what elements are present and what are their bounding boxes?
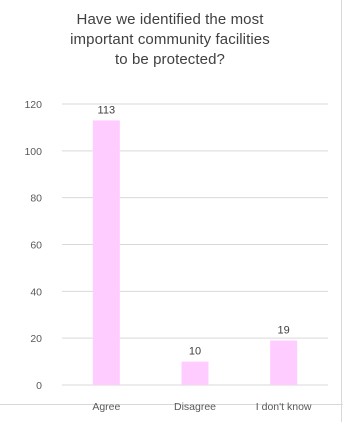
x-axis-tick-labels: Agree Disagree I don't know (92, 401, 312, 413)
bar-agree (92, 120, 120, 386)
bars (92, 120, 298, 386)
x-tick-label-agree: Agree (92, 401, 120, 413)
frame-border-right (341, 0, 342, 422)
bar-disagree (181, 361, 209, 385)
data-label-disagree: 10 (189, 346, 201, 358)
y-axis-tick-labels: 0 20 40 60 80 100 120 (24, 99, 42, 392)
x-tick-label-i-don-t-know: I don't know (256, 401, 312, 413)
data-label-agree: 113 (98, 104, 116, 116)
frame-border-bottom (0, 404, 343, 405)
chart-title-line-1: Have we identified the most (76, 11, 264, 28)
y-tick-label-0: 0 (36, 380, 42, 392)
bar-i-don-t-know (270, 340, 298, 385)
data-label-i-don-t-know: 19 (278, 325, 290, 337)
x-tick-label-disagree: Disagree (174, 401, 216, 413)
y-tick-label-60: 60 (30, 240, 42, 252)
chart-title: Have we identified the most important co… (20, 10, 320, 70)
y-tick-label-80: 80 (30, 193, 42, 205)
chart-title-line-2: important community facilities (70, 31, 270, 48)
chart-title-line-3: to be protected? (114, 51, 225, 68)
data-labels: 113 10 19 (98, 104, 290, 357)
y-tick-label-20: 20 (30, 333, 42, 345)
y-tick-label-100: 100 (24, 146, 42, 158)
y-tick-label-40: 40 (30, 286, 42, 298)
y-tick-label-120: 120 (24, 99, 42, 111)
